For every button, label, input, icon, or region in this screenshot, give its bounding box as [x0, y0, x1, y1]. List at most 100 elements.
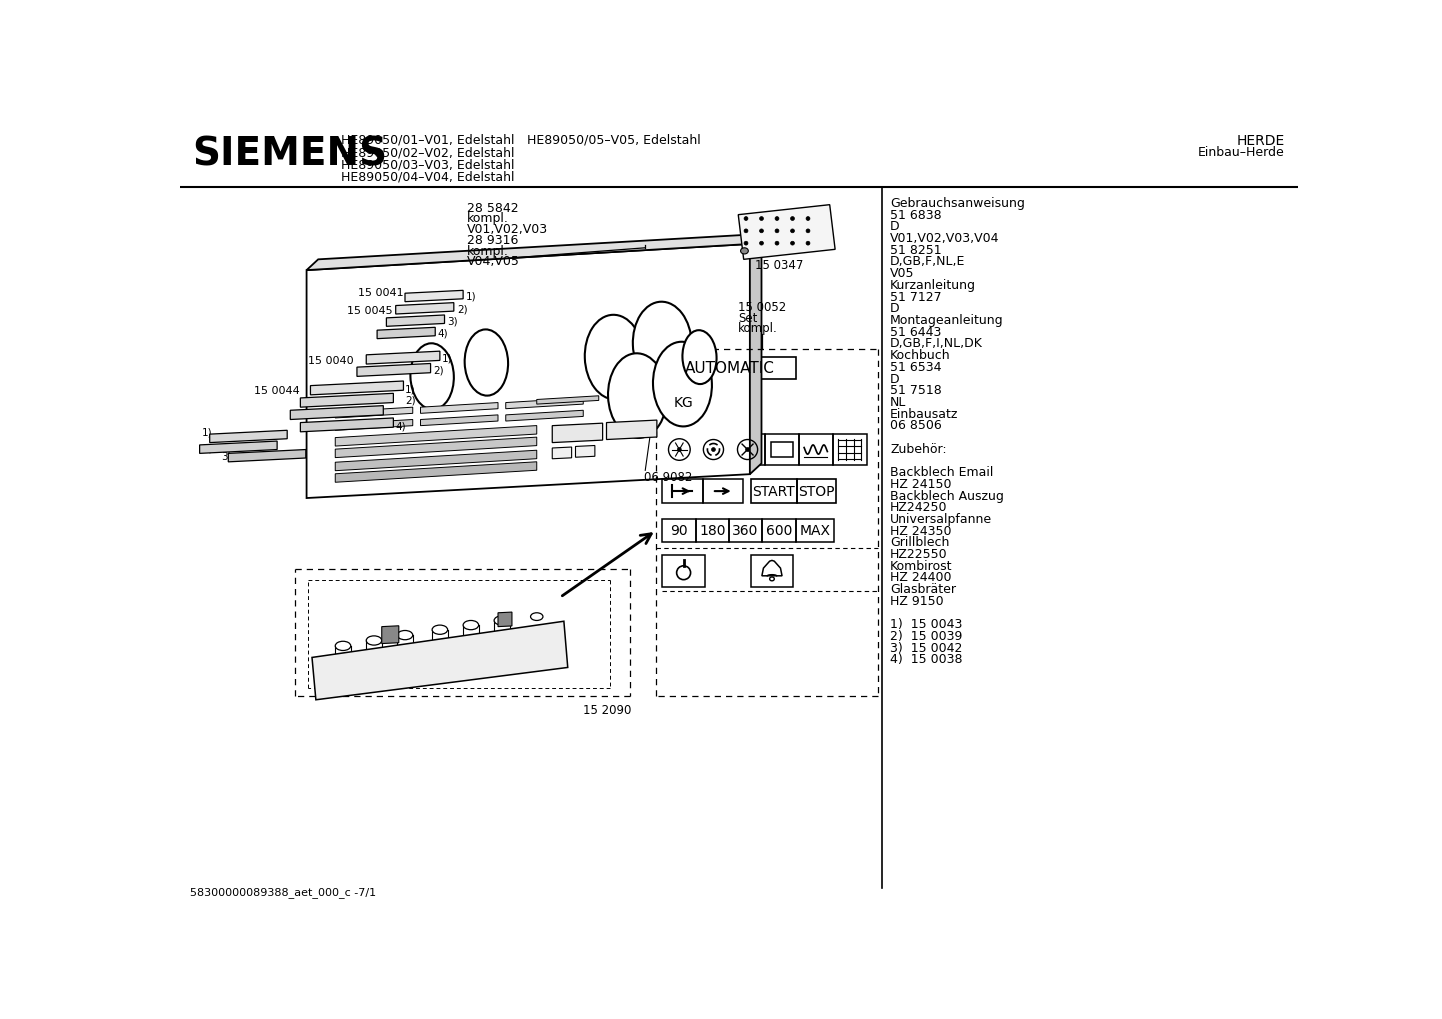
Text: 15 0045: 15 0045 — [348, 306, 392, 316]
Polygon shape — [497, 612, 512, 627]
Bar — [731, 434, 764, 465]
Text: 90: 90 — [671, 524, 688, 538]
Polygon shape — [738, 205, 835, 260]
Text: 2): 2) — [457, 304, 469, 314]
Ellipse shape — [463, 621, 479, 630]
Text: Backblech Auszug: Backblech Auszug — [890, 489, 1004, 502]
Ellipse shape — [806, 242, 810, 246]
Text: Montageanleitung: Montageanleitung — [890, 314, 1004, 327]
Polygon shape — [358, 364, 431, 376]
Polygon shape — [386, 315, 444, 326]
Text: 28 5842: 28 5842 — [467, 202, 519, 215]
Ellipse shape — [433, 625, 447, 635]
Ellipse shape — [744, 242, 748, 246]
Text: 15 0347: 15 0347 — [756, 260, 803, 272]
Bar — [662, 479, 702, 503]
Bar — [662, 519, 695, 542]
Text: 4): 4) — [395, 421, 407, 431]
Polygon shape — [575, 445, 596, 458]
Polygon shape — [228, 449, 306, 462]
Ellipse shape — [366, 636, 382, 645]
Text: Kombirost: Kombirost — [890, 559, 953, 573]
Ellipse shape — [774, 217, 779, 220]
Text: HZ 24350: HZ 24350 — [890, 525, 952, 538]
Text: 28 9316: 28 9316 — [467, 234, 518, 247]
Text: HE89050/01–V01, Edelstahl: HE89050/01–V01, Edelstahl — [342, 133, 515, 147]
Text: HE89050/03–V03, Edelstahl: HE89050/03–V03, Edelstahl — [342, 159, 515, 171]
Polygon shape — [307, 234, 761, 270]
Polygon shape — [290, 406, 384, 420]
Text: 15 0041: 15 0041 — [359, 287, 404, 298]
Text: 51 6443: 51 6443 — [890, 326, 942, 338]
Polygon shape — [552, 423, 603, 442]
Text: Glasbräter: Glasbräter — [890, 583, 956, 596]
Polygon shape — [311, 622, 568, 700]
Bar — [662, 357, 796, 379]
Ellipse shape — [744, 229, 748, 232]
Ellipse shape — [653, 341, 712, 426]
Text: 51 8251: 51 8251 — [890, 244, 942, 257]
Ellipse shape — [774, 242, 779, 246]
Text: 1): 1) — [202, 428, 212, 438]
Ellipse shape — [790, 242, 795, 246]
Text: MAX: MAX — [799, 524, 831, 538]
Text: V01,V02,V03: V01,V02,V03 — [467, 223, 548, 236]
Bar — [695, 519, 730, 542]
Text: 15 0044: 15 0044 — [254, 385, 300, 395]
Polygon shape — [506, 398, 583, 409]
Text: KG: KG — [673, 396, 694, 410]
Text: Zubehör:: Zubehör: — [890, 442, 947, 455]
Text: Backblech Email: Backblech Email — [890, 466, 994, 479]
Polygon shape — [199, 441, 277, 453]
Polygon shape — [536, 395, 598, 405]
Ellipse shape — [678, 447, 681, 451]
Polygon shape — [335, 437, 536, 458]
Ellipse shape — [746, 447, 750, 451]
Bar — [797, 479, 836, 503]
Text: V04,V05: V04,V05 — [467, 256, 521, 268]
Ellipse shape — [741, 248, 748, 254]
Text: HZ 24400: HZ 24400 — [890, 572, 952, 585]
Polygon shape — [552, 447, 571, 459]
Ellipse shape — [585, 315, 643, 399]
Polygon shape — [395, 303, 454, 314]
Text: Einbau–Herde: Einbau–Herde — [1198, 146, 1285, 159]
Text: 2): 2) — [405, 395, 415, 406]
Text: 51 6838: 51 6838 — [890, 209, 942, 222]
Polygon shape — [421, 415, 497, 426]
Text: 51 7518: 51 7518 — [890, 384, 942, 397]
Text: kompl.: kompl. — [467, 245, 509, 258]
Text: AUTOMATIC: AUTOMATIC — [685, 361, 774, 376]
Polygon shape — [335, 462, 536, 482]
Text: 1): 1) — [443, 354, 453, 364]
Text: Kochbuch: Kochbuch — [890, 350, 950, 362]
Bar — [702, 479, 743, 503]
Text: V01,V02,V03,V04: V01,V02,V03,V04 — [890, 232, 999, 246]
Polygon shape — [405, 290, 463, 302]
Text: 3)  15 0042: 3) 15 0042 — [890, 642, 962, 655]
Ellipse shape — [411, 343, 454, 410]
Text: 2)  15 0039: 2) 15 0039 — [890, 630, 962, 643]
Ellipse shape — [760, 217, 763, 220]
Text: HZ22550: HZ22550 — [890, 548, 947, 561]
Text: kompl.: kompl. — [738, 322, 779, 335]
Text: Grillblech: Grillblech — [890, 536, 949, 549]
Ellipse shape — [335, 641, 350, 650]
Text: HE89050/04–V04, Edelstahl: HE89050/04–V04, Edelstahl — [342, 171, 515, 183]
Bar — [799, 434, 833, 465]
Bar — [751, 479, 797, 503]
Text: 06 8506: 06 8506 — [890, 420, 942, 432]
Ellipse shape — [760, 229, 763, 232]
Polygon shape — [300, 418, 394, 432]
Text: 2): 2) — [433, 366, 444, 376]
Ellipse shape — [744, 217, 748, 220]
Text: HZ24250: HZ24250 — [890, 501, 947, 515]
Bar — [696, 434, 731, 465]
Text: 15 0040: 15 0040 — [309, 356, 353, 366]
Text: 600: 600 — [766, 524, 792, 538]
Bar — [730, 519, 763, 542]
Ellipse shape — [682, 330, 717, 384]
Bar — [764, 434, 799, 465]
Bar — [662, 391, 705, 413]
Text: D: D — [890, 303, 900, 315]
